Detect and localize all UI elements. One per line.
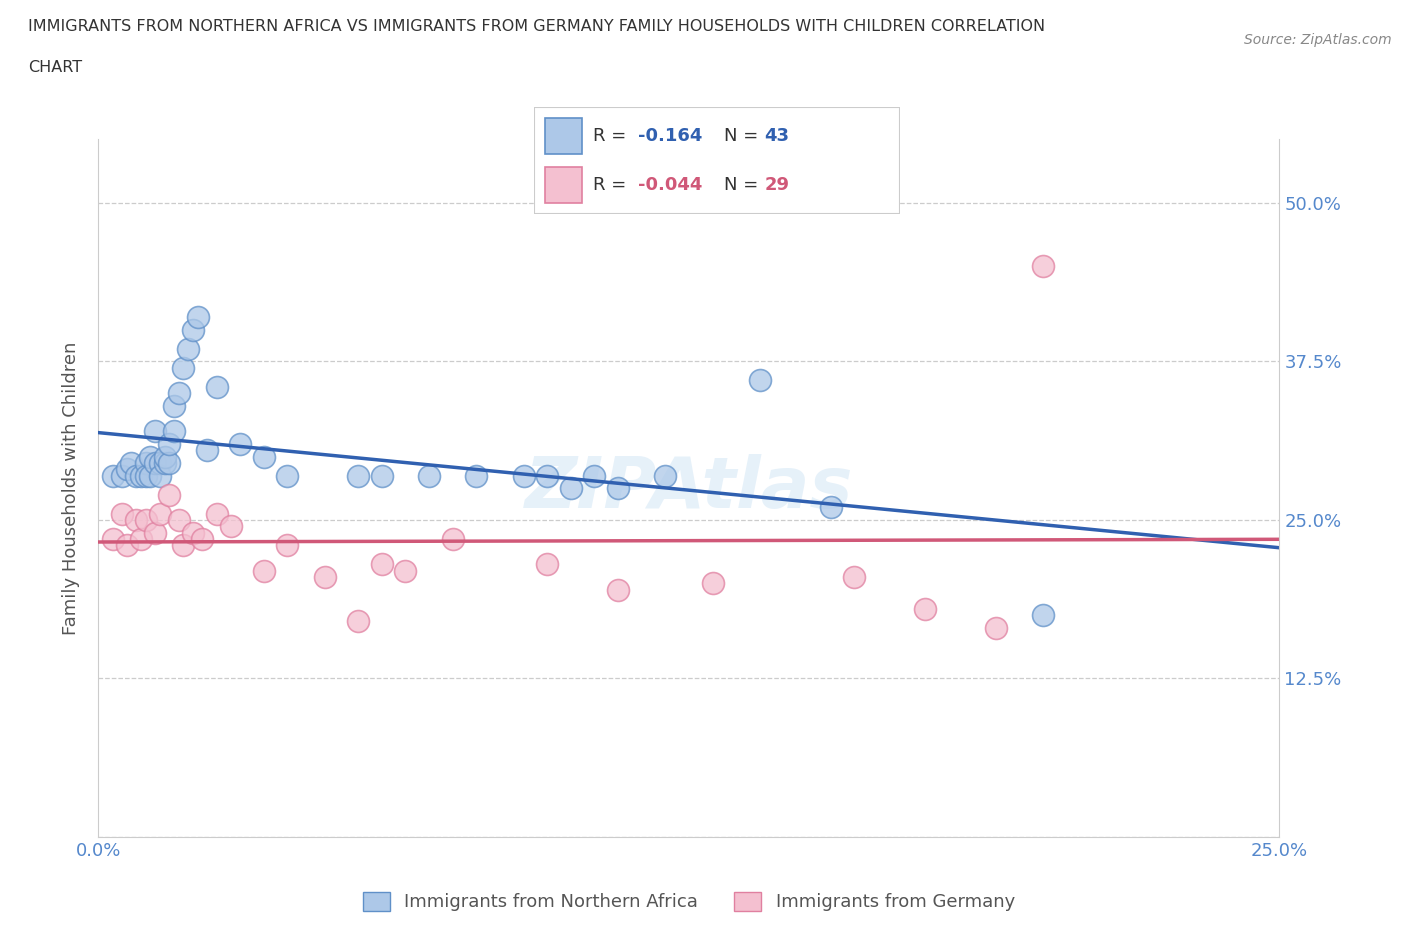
- Point: [347, 468, 370, 483]
- Point: [276, 468, 298, 483]
- Point: [149, 456, 172, 471]
- Text: Source: ZipAtlas.com: Source: ZipAtlas.com: [1244, 33, 1392, 46]
- Point: [607, 481, 630, 496]
- Point: [163, 424, 186, 439]
- Point: [111, 468, 134, 483]
- Point: [536, 557, 558, 572]
- Point: [135, 512, 157, 527]
- Text: R =: R =: [593, 176, 631, 194]
- Point: [125, 512, 148, 527]
- Point: [914, 602, 936, 617]
- Point: [187, 310, 209, 325]
- Point: [115, 538, 138, 552]
- Point: [157, 456, 180, 471]
- Point: [143, 424, 166, 439]
- Point: [129, 468, 152, 483]
- Point: [560, 481, 582, 496]
- Point: [844, 569, 866, 584]
- Point: [125, 468, 148, 483]
- Point: [135, 468, 157, 483]
- Point: [1032, 607, 1054, 622]
- Point: [153, 449, 176, 464]
- Point: [441, 532, 464, 547]
- Point: [820, 499, 842, 514]
- Point: [191, 532, 214, 547]
- Point: [115, 462, 138, 477]
- Text: 43: 43: [765, 126, 790, 145]
- Point: [181, 525, 204, 540]
- Text: N =: N =: [724, 126, 765, 145]
- Point: [163, 398, 186, 413]
- Text: ZIPAtlas: ZIPAtlas: [524, 454, 853, 523]
- Point: [1032, 259, 1054, 273]
- Point: [121, 456, 143, 471]
- Point: [512, 468, 534, 483]
- Point: [583, 468, 606, 483]
- Point: [181, 323, 204, 338]
- Text: CHART: CHART: [28, 60, 82, 75]
- Text: -0.044: -0.044: [638, 176, 703, 194]
- Point: [276, 538, 298, 552]
- Point: [536, 468, 558, 483]
- Text: 29: 29: [765, 176, 790, 194]
- FancyBboxPatch shape: [534, 107, 900, 214]
- Point: [167, 512, 190, 527]
- Point: [418, 468, 440, 483]
- Point: [253, 449, 276, 464]
- Point: [205, 506, 228, 521]
- Point: [205, 379, 228, 394]
- FancyBboxPatch shape: [546, 118, 582, 154]
- Text: R =: R =: [593, 126, 631, 145]
- Point: [139, 449, 162, 464]
- Point: [143, 525, 166, 540]
- Point: [172, 360, 194, 375]
- Point: [177, 341, 200, 356]
- Point: [139, 468, 162, 483]
- Point: [101, 468, 124, 483]
- Legend: Immigrants from Northern Africa, Immigrants from Germany: Immigrants from Northern Africa, Immigra…: [356, 884, 1022, 919]
- Point: [149, 506, 172, 521]
- Text: N =: N =: [724, 176, 765, 194]
- Point: [314, 569, 336, 584]
- Point: [172, 538, 194, 552]
- Point: [195, 443, 218, 458]
- Point: [149, 468, 172, 483]
- Point: [129, 532, 152, 547]
- Point: [654, 468, 676, 483]
- Point: [229, 436, 252, 451]
- FancyBboxPatch shape: [546, 166, 582, 204]
- Point: [607, 582, 630, 597]
- Text: IMMIGRANTS FROM NORTHERN AFRICA VS IMMIGRANTS FROM GERMANY FAMILY HOUSEHOLDS WIT: IMMIGRANTS FROM NORTHERN AFRICA VS IMMIG…: [28, 19, 1045, 33]
- Point: [465, 468, 488, 483]
- Y-axis label: Family Households with Children: Family Households with Children: [62, 341, 80, 635]
- Point: [101, 532, 124, 547]
- Point: [157, 487, 180, 502]
- Point: [111, 506, 134, 521]
- Point: [135, 456, 157, 471]
- Point: [371, 468, 394, 483]
- Point: [167, 386, 190, 401]
- Point: [157, 436, 180, 451]
- Point: [984, 620, 1007, 635]
- Point: [253, 564, 276, 578]
- Text: -0.164: -0.164: [638, 126, 703, 145]
- Point: [702, 576, 724, 591]
- Point: [219, 519, 242, 534]
- Point: [748, 373, 770, 388]
- Point: [347, 614, 370, 629]
- Point: [371, 557, 394, 572]
- Point: [143, 456, 166, 471]
- Point: [394, 564, 416, 578]
- Point: [153, 456, 176, 471]
